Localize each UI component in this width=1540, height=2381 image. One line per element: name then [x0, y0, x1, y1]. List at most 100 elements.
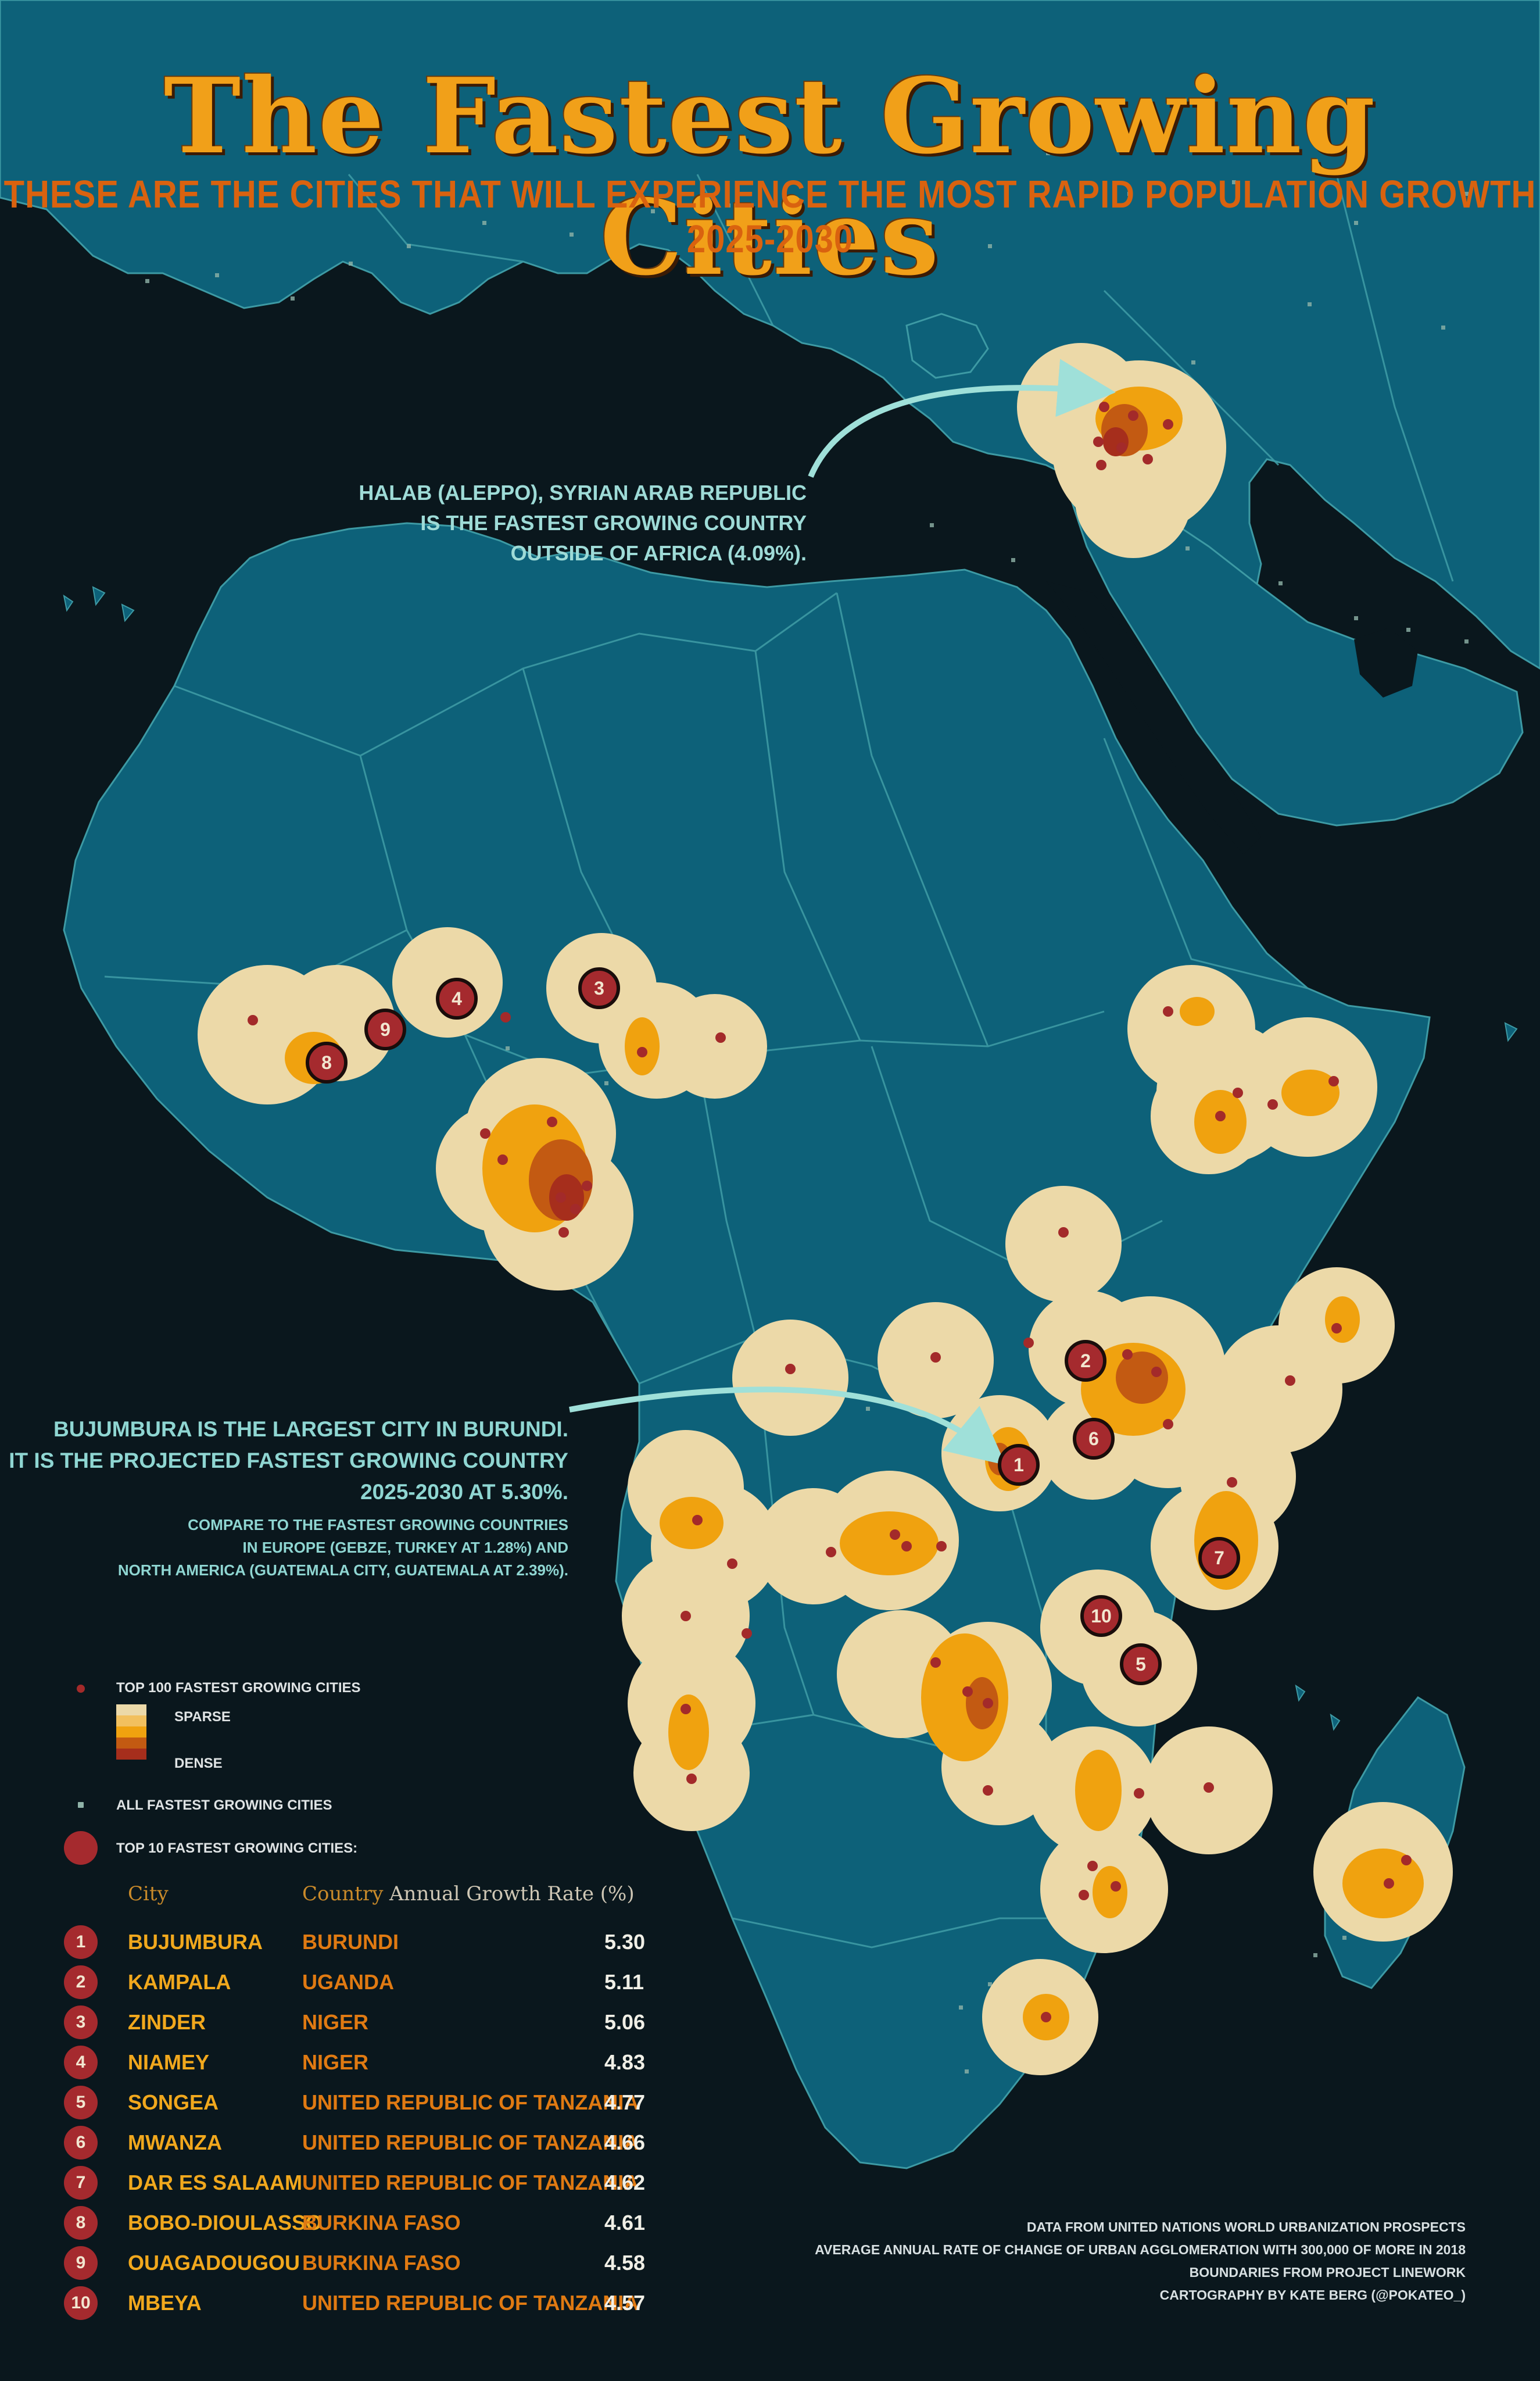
rank-badge: 10	[64, 2286, 98, 2320]
density-core	[1116, 1352, 1168, 1404]
city-dot	[742, 1628, 752, 1639]
growth-rate: 5.11	[604, 1970, 644, 1994]
small-city-marker	[1354, 221, 1358, 225]
country-name: NIGER	[302, 2010, 369, 2034]
country-name: BURKINA FASO	[302, 2211, 461, 2235]
svg-text:8: 8	[321, 1052, 332, 1073]
ramp-swatch	[116, 1704, 146, 1715]
small-city-marker	[1342, 1936, 1346, 1940]
burundi-annotation-line: IT IS THE PROJECTED FASTEST GROWING COUN…	[9, 1449, 568, 1472]
city-dot	[727, 1558, 737, 1569]
city-dot	[547, 1117, 557, 1127]
small-city-marker	[1313, 1953, 1317, 1957]
density-halo	[633, 1715, 750, 1831]
city-dot	[826, 1547, 836, 1557]
map-marker-3[interactable]: 3	[578, 967, 620, 1009]
svg-text:9: 9	[380, 1019, 391, 1040]
small-city-marker	[1441, 326, 1445, 330]
top10-markers: 1 2 3 4 5 6 7 8 9 10	[306, 967, 1240, 1685]
density-mid	[1325, 1296, 1360, 1343]
small-city-marker	[866, 1407, 870, 1411]
city-dot	[1163, 1419, 1173, 1429]
map-marker-8[interactable]: 8	[306, 1042, 348, 1084]
svg-text:1: 1	[1013, 1454, 1024, 1475]
city-dot	[248, 1015, 258, 1025]
city-dot	[500, 1012, 511, 1023]
city-dot	[637, 1047, 647, 1057]
city-dot	[480, 1128, 490, 1139]
islands	[63, 586, 1518, 1731]
small-city-marker	[349, 262, 353, 266]
svg-text:4: 4	[452, 988, 462, 1009]
burundi-annotation-line: 2025-2030 AT 5.30%.	[360, 1480, 568, 1504]
table-row: 7 DAR ES SALAAM UNITED REPUBLIC OF TANZANI…	[64, 2164, 703, 2202]
svg-text:3: 3	[594, 978, 604, 999]
density-halo	[1075, 442, 1191, 558]
city-dot	[1267, 1099, 1278, 1110]
density-halo	[732, 1320, 848, 1436]
city-dot	[1227, 1477, 1237, 1488]
density-halo	[1215, 1325, 1342, 1453]
credit-line: CARTOGRAPHY BY KATE BERG (@POKATEO_)	[1159, 2287, 1466, 2303]
burundi-compare-line: IN EUROPE (GEBZE, TURKEY AT 1.28%) AND	[242, 1539, 568, 1556]
city-dot	[1099, 402, 1109, 412]
city-dot	[681, 1704, 691, 1714]
city-name: OUAGADOUGOU	[128, 2251, 300, 2275]
map-marker-1[interactable]: 1	[998, 1444, 1040, 1486]
legend-top10-label: TOP 10 FASTEST GROWING CITIES:	[116, 1840, 358, 1856]
city-dot	[686, 1774, 697, 1784]
density-mid	[1180, 997, 1215, 1026]
map-marker-10[interactable]: 10	[1080, 1595, 1122, 1637]
top100-city-dots	[248, 402, 1412, 2022]
header-rate: Annual Growth Rate (%)	[389, 1882, 635, 1905]
table-row: 5 SONGEA UNITED REPUBLIC OF TANZANIA 4.77	[64, 2083, 703, 2122]
city-dot	[1384, 1878, 1394, 1889]
burundi-annotation: BUJUMBURA IS THE LARGEST CITY IN BURUNDI…	[0, 1414, 568, 1582]
rank-badge: 8	[64, 2206, 98, 2240]
country-name: UNITED REPUBLIC OF TANZANIA	[302, 2130, 639, 2154]
density-mid	[840, 1511, 939, 1575]
city-dot	[1163, 1006, 1173, 1017]
map-marker-7[interactable]: 7	[1198, 1537, 1240, 1579]
city-dot	[930, 1352, 941, 1363]
city-name: SONGEA	[128, 2090, 219, 2114]
map-marker-9[interactable]: 9	[364, 1009, 406, 1050]
header-city: City	[128, 1882, 169, 1905]
city-dot	[1401, 1855, 1412, 1865]
map-marker-5[interactable]: 5	[1120, 1643, 1162, 1685]
rank-badge: 9	[64, 2246, 98, 2280]
burundi-arrow	[569, 1386, 1006, 1465]
syria-annotation-line: IS THE FASTEST GROWING COUNTRY	[420, 511, 807, 535]
ramp-swatch	[116, 1715, 146, 1726]
growth-rate: 4.58	[604, 2251, 646, 2275]
rank-badge: 2	[64, 1965, 98, 1999]
map-marker-6[interactable]: 6	[1073, 1418, 1115, 1460]
city-dot	[1128, 410, 1138, 421]
city-dot	[1079, 1890, 1089, 1900]
small-city-marker	[988, 1982, 992, 1986]
density-mid	[625, 1017, 660, 1075]
country-name: BURUNDI	[302, 1930, 399, 1954]
table-row: 1 BUJUMBURA BURUNDI 5.30	[64, 1923, 703, 1961]
city-dot	[1096, 460, 1106, 470]
all-cities-dot-icon	[78, 1802, 84, 1808]
density-mid	[660, 1497, 724, 1549]
density-peak	[1103, 427, 1129, 456]
rank-badge: 6	[64, 2126, 98, 2160]
small-city-marker	[959, 2005, 963, 2010]
map-marker-4[interactable]: 4	[436, 978, 478, 1020]
density-mid	[1342, 1849, 1424, 1918]
city-dot	[497, 1154, 508, 1165]
density-mid	[1093, 1866, 1127, 1918]
growth-rate: 4.62	[604, 2171, 646, 2194]
credit-line: BOUNDARIES FROM PROJECT LINEWORK	[1189, 2265, 1466, 2280]
table-row: 10 MBEYA UNITED REPUBLIC OF TANZANIA 4.57	[64, 2284, 703, 2322]
small-city-marker	[1308, 302, 1312, 306]
small-city-marker	[965, 2069, 969, 2073]
small-city-marker	[988, 244, 992, 248]
small-city-marker	[291, 296, 295, 301]
city-dot	[1143, 454, 1153, 464]
syria-annotation-line: HALAB (ALEPPO), SYRIAN ARAB REPUBLIC	[359, 481, 807, 505]
map-marker-2[interactable]: 2	[1065, 1340, 1106, 1382]
city-dot	[1204, 1782, 1214, 1793]
